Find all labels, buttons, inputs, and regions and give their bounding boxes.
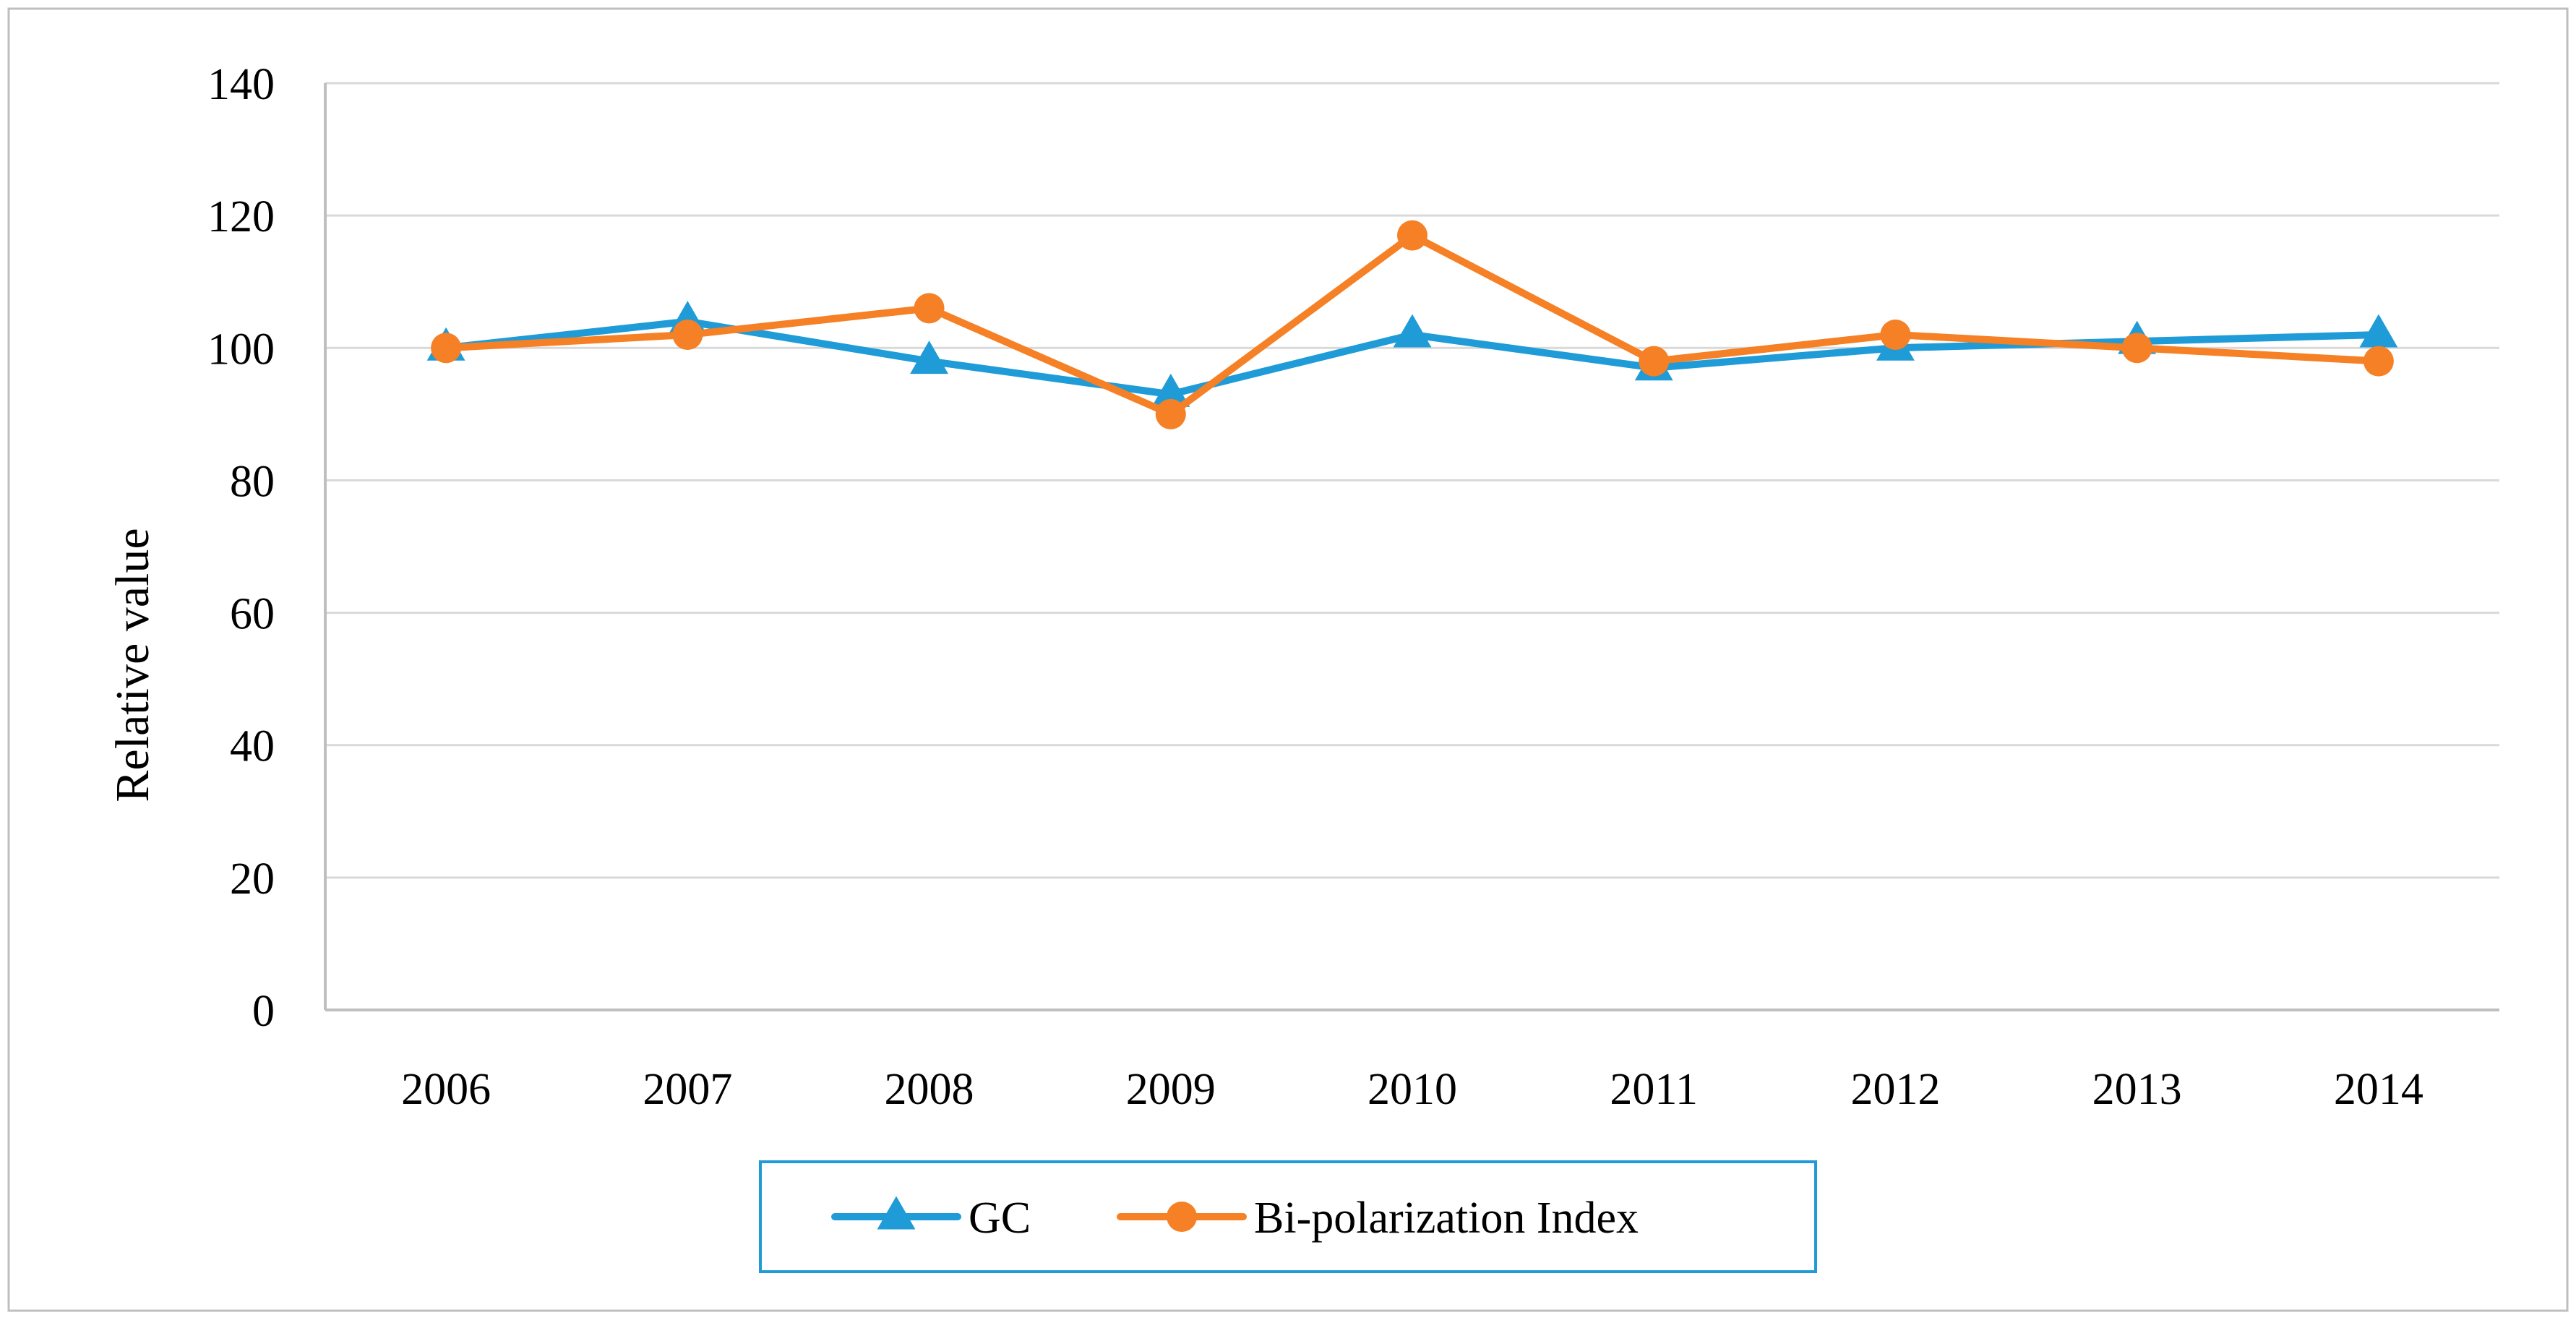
data-point [1151, 373, 1190, 407]
legend-entry: Bi-polarization Index [1117, 1194, 1639, 1243]
data-point [2121, 333, 2152, 364]
data-point [2363, 346, 2394, 377]
y-tick-label: 20 [230, 855, 275, 904]
y-tick-label: 40 [230, 722, 275, 771]
legend-label: Bi-polarization Index [1254, 1194, 1639, 1243]
legend-marker [877, 1196, 916, 1230]
y-tick-label: 0 [252, 987, 275, 1036]
data-point [1155, 398, 1186, 429]
y-axis-title: Relative value [106, 528, 159, 802]
x-tick-label: 2007 [643, 1065, 732, 1114]
y-tick-label: 80 [230, 457, 275, 506]
y-tick-label: 140 [207, 60, 275, 109]
data-point [1639, 346, 1670, 377]
x-tick-label: 2009 [1126, 1065, 1216, 1114]
data-point [1397, 220, 1427, 251]
series-bi-polarization-index [431, 220, 2394, 429]
chart-frame [7, 7, 2569, 1312]
data-point [914, 293, 945, 324]
data-point [672, 319, 703, 350]
x-tick-label: 2010 [1368, 1065, 1457, 1114]
data-point [431, 333, 462, 364]
x-tick-label: 2012 [1850, 1065, 1940, 1114]
data-series [426, 220, 2398, 429]
x-tick-label: 2008 [885, 1065, 974, 1114]
x-tick-label: 2011 [1610, 1065, 1698, 1114]
x-tick-label: 2013 [2092, 1065, 2182, 1114]
y-tick-label: 60 [230, 590, 275, 639]
legend: GC Bi-polarization Index [759, 1160, 1817, 1273]
axes [324, 83, 2499, 1011]
x-tick-label: 2006 [401, 1065, 491, 1114]
x-axis-tick-labels: 2006 2007 2008 2009 2010 2011 2012 2013 2014 [401, 1065, 2423, 1114]
data-point [1880, 319, 1911, 350]
legend-label: GC [969, 1194, 1031, 1243]
y-tick-label: 100 [207, 325, 275, 374]
y-axis-tick-labels: 0 20 40 60 80 100 120 140 [207, 60, 275, 1036]
data-point [910, 341, 949, 374]
y-tick-label: 120 [207, 192, 275, 241]
legend-marker [1167, 1202, 1197, 1232]
x-tick-label: 2014 [2334, 1065, 2423, 1114]
legend-entry: GC [831, 1194, 1031, 1243]
data-point [1393, 314, 1432, 348]
data-point [2359, 314, 2398, 348]
